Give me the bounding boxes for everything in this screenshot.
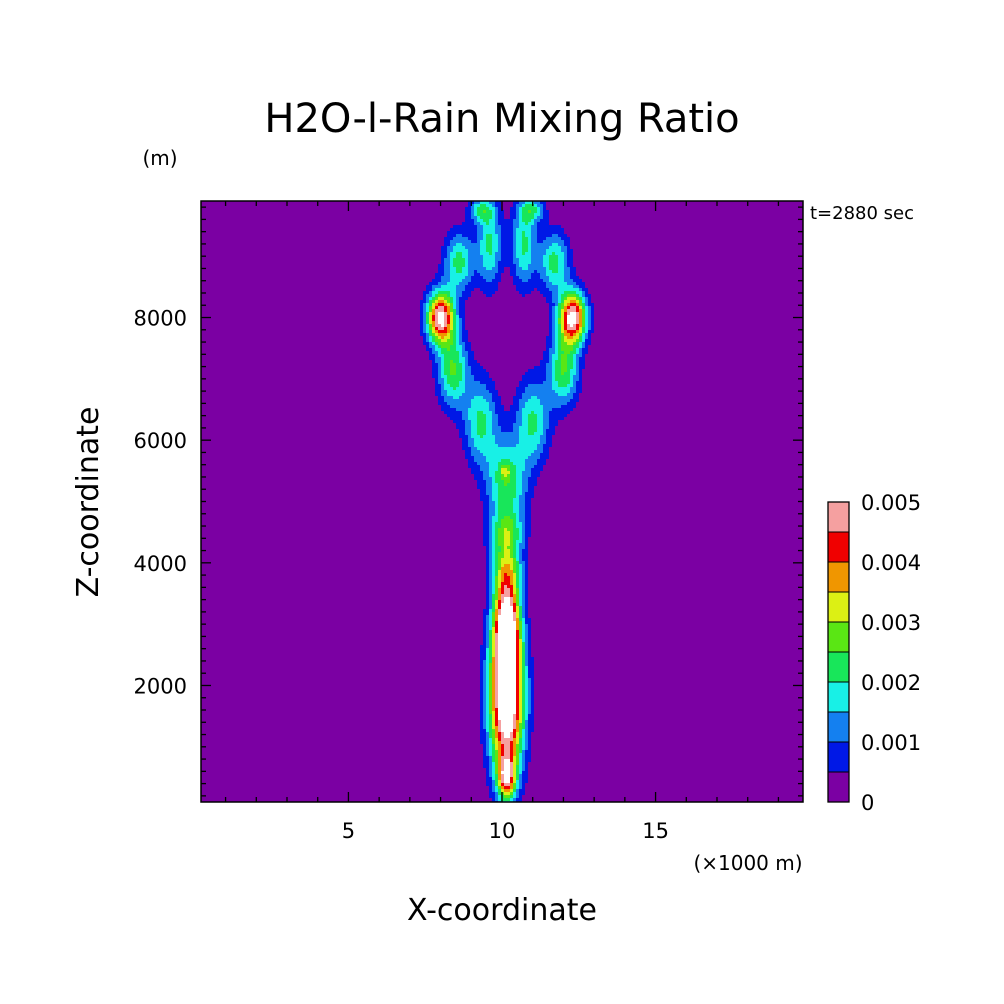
contour-band-4 [426, 204, 585, 801]
x-tick-label: 15 [642, 819, 669, 843]
colorbar-swatch [827, 651, 850, 683]
x-unit-label: (×1000 m) [693, 851, 802, 875]
chart-title: H2O-l-Rain Mixing Ratio [264, 96, 739, 142]
x-axis-title: X-coordinate [407, 893, 597, 928]
colorbar-swatch [827, 561, 850, 593]
axes: 5 10 15 2000 4000 6000 8000 [134, 200, 804, 843]
contour-band-2 [423, 201, 591, 802]
contour-band-10 [438, 312, 576, 783]
y-tick-label: 8000 [134, 307, 187, 331]
y-tick-label: 6000 [134, 429, 187, 453]
time-annotation: t=2880 sec [810, 203, 914, 224]
y-unit-label: (m) [142, 146, 177, 170]
contour-band-6 [429, 297, 582, 795]
colorbar-swatch [827, 771, 850, 803]
colorbar-label: 0 [861, 791, 874, 815]
x-tick-label: 10 [489, 819, 516, 843]
colorbar-swatch [827, 681, 850, 713]
colorbar-swatch [827, 501, 850, 533]
colorbar: 0 0.001 0.002 0.003 0.004 0.005 [827, 491, 921, 815]
colorbar-label: 0.005 [861, 491, 921, 515]
colorbar-label: 0.003 [861, 611, 921, 635]
x-tick-label: 5 [342, 819, 355, 843]
colorbar-swatch [827, 741, 850, 773]
colorbar-swatch [827, 591, 850, 623]
y-tick-label: 4000 [134, 552, 187, 576]
colorbar-label: 0.002 [861, 671, 921, 695]
colorbar-swatch [827, 711, 850, 743]
colorbar-label: 0.004 [861, 551, 921, 575]
colorbar-swatch [827, 531, 850, 563]
colorbar-label: 0.001 [861, 731, 921, 755]
plot-area [201, 201, 803, 802]
colorbar-frame [827, 501, 850, 803]
y-tick-label: 2000 [134, 674, 187, 698]
y-axis-title: Z-coordinate [71, 407, 106, 598]
colorbar-swatch [827, 621, 850, 653]
